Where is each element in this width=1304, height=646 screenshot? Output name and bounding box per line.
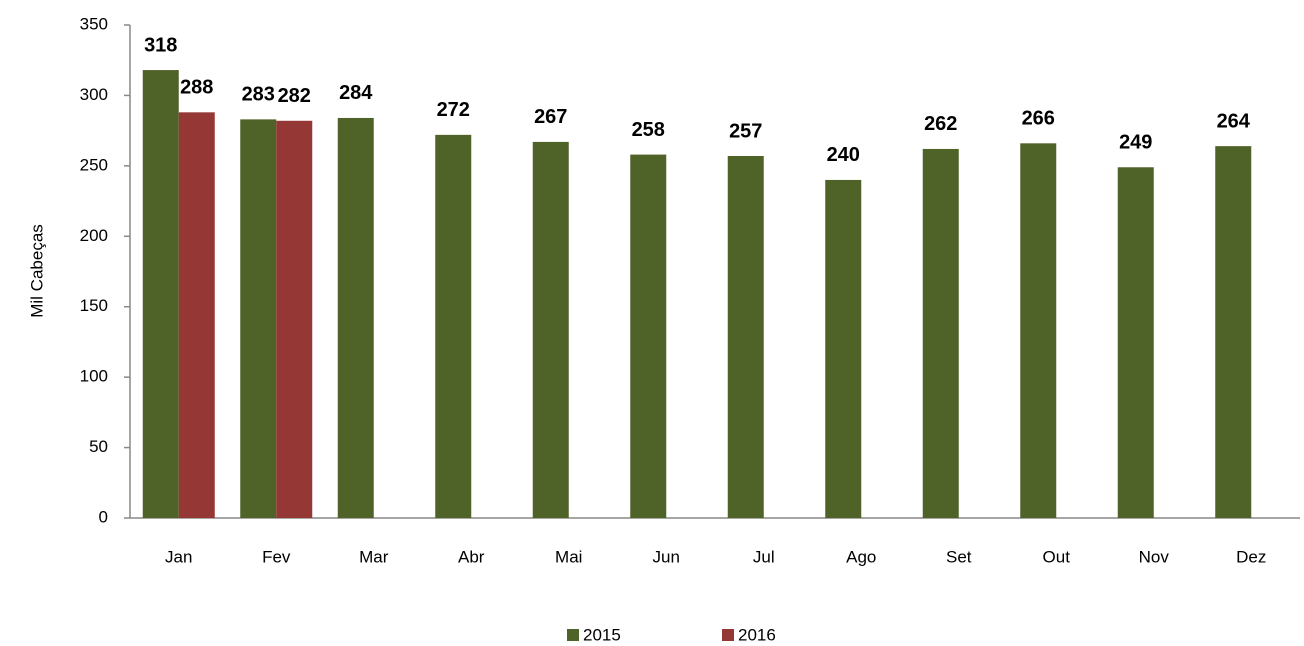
value-label: 258 <box>632 119 665 141</box>
bar <box>1117 167 1154 518</box>
x-tick-label: Out <box>1043 547 1071 566</box>
value-label: 284 <box>339 82 373 104</box>
value-label: 318 <box>144 34 177 56</box>
bar <box>178 112 215 519</box>
y-tick-label: 0 <box>99 507 108 526</box>
legend-label: 2015 <box>583 625 621 644</box>
value-label: 288 <box>180 77 213 99</box>
x-tick-label: Dez <box>1236 547 1266 566</box>
bar <box>1215 146 1252 518</box>
value-label: 257 <box>729 120 762 142</box>
legend-swatch <box>567 629 579 641</box>
bar <box>825 179 862 518</box>
value-label: 272 <box>437 99 470 121</box>
x-tick-label: Fev <box>262 547 291 566</box>
value-label: 267 <box>534 106 567 128</box>
bar <box>922 148 959 518</box>
y-tick-label: 50 <box>89 437 108 456</box>
x-tick-label: Ago <box>846 547 876 566</box>
legend-label: 2016 <box>738 625 776 644</box>
value-label: 262 <box>924 113 957 135</box>
x-tick-label: Mai <box>555 547 582 566</box>
bar <box>337 117 374 519</box>
value-label: 240 <box>827 144 860 166</box>
x-tick-label: Abr <box>458 547 485 566</box>
value-label: 249 <box>1119 132 1152 154</box>
value-label: 266 <box>1022 108 1055 130</box>
legend-swatch <box>722 629 734 641</box>
x-tick-label: Mar <box>359 547 389 566</box>
y-axis-title: Mil Cabeças <box>27 224 46 318</box>
y-tick-label: 300 <box>80 85 108 104</box>
value-label: 283 <box>242 84 275 106</box>
y-tick-label: 100 <box>80 367 108 386</box>
x-tick-label: Nov <box>1139 547 1170 566</box>
y-tick-label: 150 <box>80 296 108 315</box>
value-label: 264 <box>1217 110 1251 132</box>
x-tick-label: Jul <box>753 547 775 566</box>
bar <box>727 155 764 519</box>
bar <box>240 119 277 519</box>
y-tick-label: 350 <box>80 14 108 33</box>
bar <box>532 141 569 518</box>
x-tick-label: Set <box>946 547 972 566</box>
y-tick-label: 250 <box>80 155 108 174</box>
bar <box>276 120 313 518</box>
bar <box>630 154 667 519</box>
bar <box>1020 143 1057 518</box>
x-tick-label: Jun <box>653 547 680 566</box>
x-tick-label: Jan <box>165 547 192 566</box>
bar <box>142 70 179 519</box>
value-label: 282 <box>278 85 311 107</box>
y-tick-label: 200 <box>80 226 108 245</box>
bar <box>435 134 472 518</box>
